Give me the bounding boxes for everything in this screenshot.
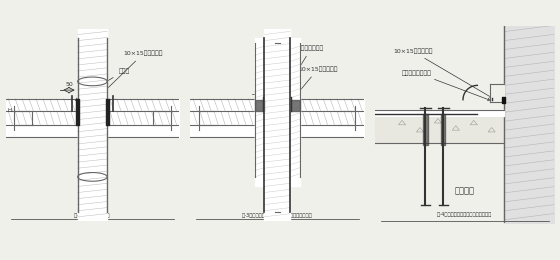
Text: 30: 30 [256, 88, 263, 93]
Text: 20: 20 [267, 82, 274, 87]
Text: H: H [7, 108, 11, 113]
Text: 防水层: 防水层 [76, 68, 130, 100]
Text: 套管剖面: 套管剖面 [267, 195, 287, 204]
Text: 图-3套管与墙面交接处立管交接处、上建筑密封膏: 图-3套管与墙面交接处立管交接处、上建筑密封膏 [242, 213, 312, 218]
Text: 外侧附加防水保护: 外侧附加防水保护 [402, 70, 490, 101]
Text: 50: 50 [65, 82, 73, 87]
Text: 踢脚剖面: 踢脚剖面 [455, 187, 475, 196]
Text: 图-2立管四周建筑密封膏: 图-2立管四周建筑密封膏 [74, 213, 111, 218]
Text: 图-4踢脚与墙面交接处建筑密封膏封护: 图-4踢脚与墙面交接处建筑密封膏封护 [437, 212, 492, 217]
Text: 10×15建筑密封膏: 10×15建筑密封膏 [100, 51, 163, 95]
Text: 建筑密封膏封护: 建筑密封膏封护 [283, 46, 324, 95]
Text: 10×15建筑密封膏: 10×15建筑密封膏 [393, 49, 492, 98]
Text: 10×15建筑密封膏: 10×15建筑密封膏 [288, 66, 338, 105]
Text: 立管剖面: 立管剖面 [82, 195, 102, 204]
